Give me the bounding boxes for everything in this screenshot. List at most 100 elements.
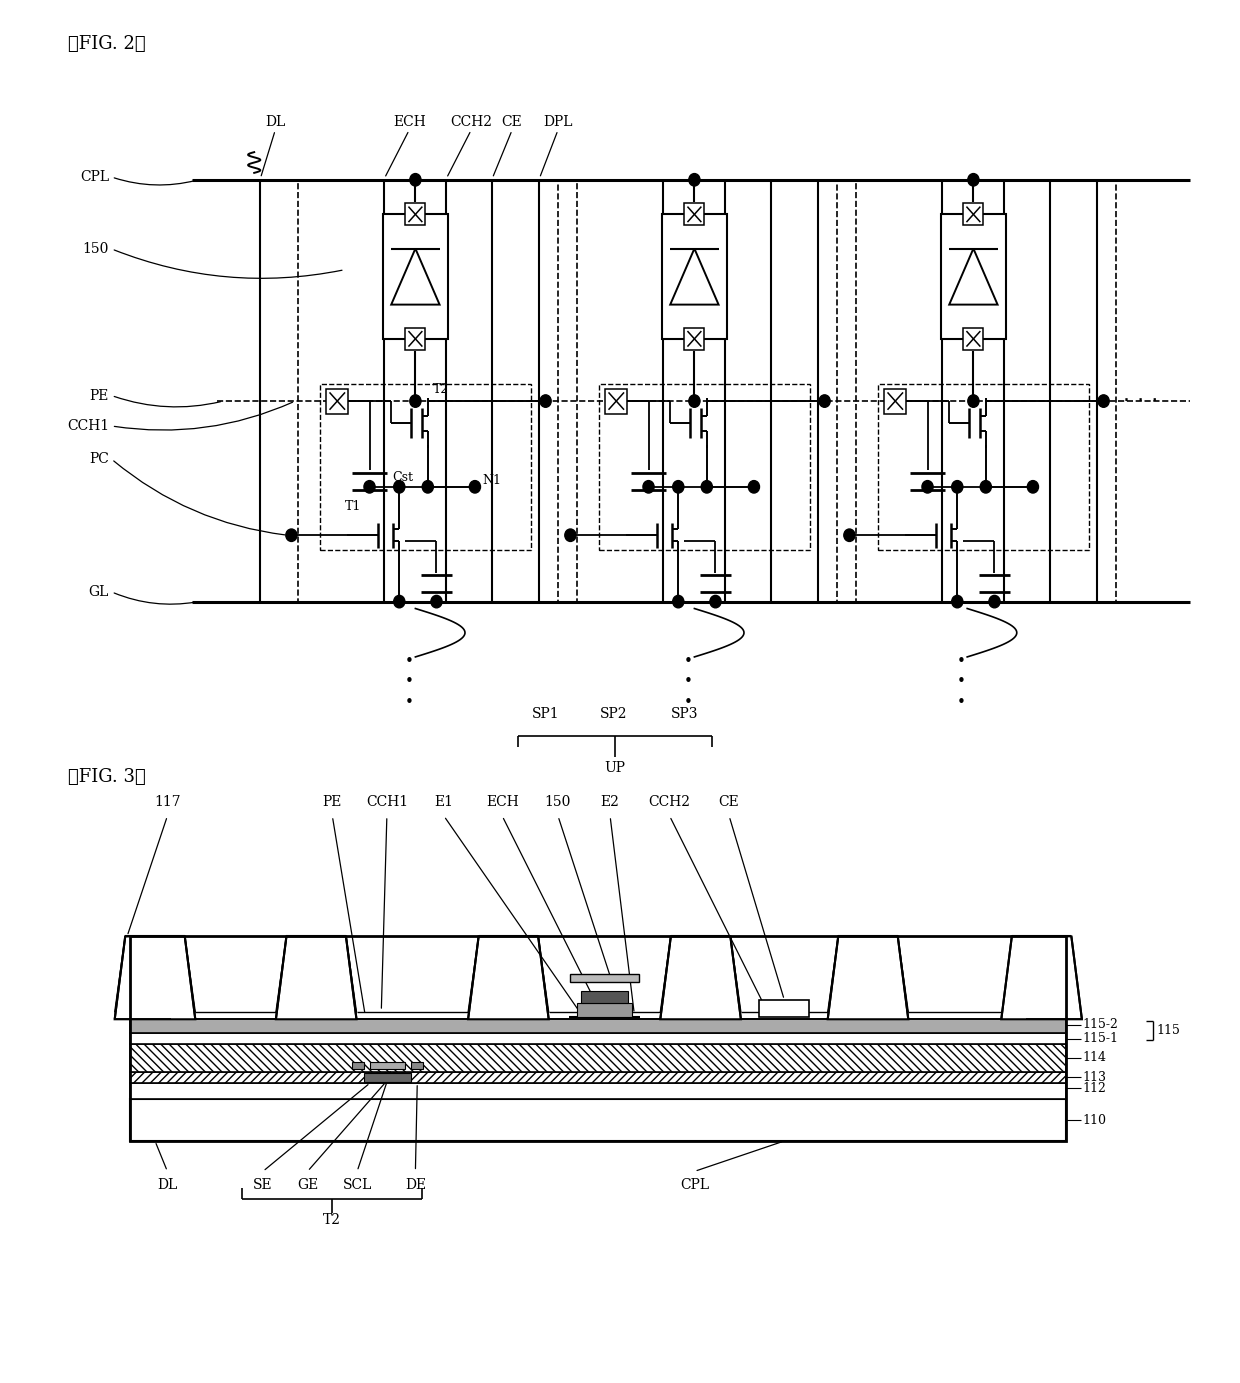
Polygon shape xyxy=(467,936,549,1019)
Bar xyxy=(884,389,906,414)
Text: ECH: ECH xyxy=(393,115,425,129)
Bar xyxy=(130,936,1066,1141)
Circle shape xyxy=(285,530,298,541)
Text: •: • xyxy=(404,696,414,709)
Text: · · ·: · · · xyxy=(1123,391,1158,411)
Circle shape xyxy=(672,595,684,609)
Circle shape xyxy=(409,173,420,187)
Bar xyxy=(130,1072,1066,1083)
Text: 112: 112 xyxy=(1083,1082,1106,1095)
Text: SP2: SP2 xyxy=(600,707,627,721)
Text: •: • xyxy=(956,696,966,709)
Text: •: • xyxy=(956,654,966,668)
Polygon shape xyxy=(660,936,740,1019)
Text: N1: N1 xyxy=(482,474,501,487)
Circle shape xyxy=(469,481,481,494)
Text: 113: 113 xyxy=(1083,1070,1106,1084)
Text: •: • xyxy=(683,654,693,668)
Text: •: • xyxy=(404,654,414,668)
Circle shape xyxy=(748,481,759,494)
Text: SCL: SCL xyxy=(342,1178,372,1192)
Circle shape xyxy=(967,396,980,407)
Text: 117: 117 xyxy=(154,795,181,809)
Circle shape xyxy=(980,481,992,494)
Circle shape xyxy=(365,481,374,494)
Text: SE: SE xyxy=(253,1178,273,1192)
Bar xyxy=(365,1073,410,1082)
Bar xyxy=(580,990,629,1003)
Text: GE: GE xyxy=(296,1178,319,1192)
Text: •: • xyxy=(683,675,693,689)
Bar xyxy=(759,1000,808,1017)
Text: GL: GL xyxy=(89,585,109,599)
Circle shape xyxy=(422,481,434,494)
Polygon shape xyxy=(828,936,908,1019)
Text: Cst: Cst xyxy=(392,472,413,484)
Text: CE: CE xyxy=(719,795,739,809)
Circle shape xyxy=(951,595,962,609)
Text: PC: PC xyxy=(89,452,109,466)
Bar xyxy=(963,328,983,350)
Text: 150: 150 xyxy=(544,795,572,809)
Circle shape xyxy=(921,481,934,494)
Circle shape xyxy=(642,481,655,494)
Bar xyxy=(878,384,1089,550)
Text: CCH1: CCH1 xyxy=(366,795,408,809)
Text: SP1: SP1 xyxy=(532,707,559,721)
Text: •: • xyxy=(683,696,693,709)
Bar xyxy=(298,180,558,602)
Text: 』FIG. 2』: 』FIG. 2』 xyxy=(68,35,146,53)
Circle shape xyxy=(409,396,420,407)
Bar xyxy=(320,384,531,550)
Text: CPL: CPL xyxy=(81,170,109,184)
Circle shape xyxy=(711,595,722,609)
Text: E1: E1 xyxy=(434,795,454,809)
Bar xyxy=(605,389,627,414)
Text: CCH1: CCH1 xyxy=(67,419,109,433)
Bar xyxy=(599,384,810,550)
Bar xyxy=(856,180,1116,602)
Polygon shape xyxy=(114,936,196,1019)
Text: SP3: SP3 xyxy=(671,707,698,721)
Text: 110: 110 xyxy=(1083,1113,1106,1127)
Text: T2: T2 xyxy=(433,383,449,396)
Bar xyxy=(130,1083,1066,1099)
Bar xyxy=(405,328,425,350)
Text: 115: 115 xyxy=(1157,1023,1180,1037)
Circle shape xyxy=(564,530,575,541)
Text: T1: T1 xyxy=(345,501,361,513)
Bar xyxy=(130,1019,1066,1033)
Text: CPL: CPL xyxy=(680,1178,709,1192)
Circle shape xyxy=(951,481,962,494)
Bar xyxy=(130,1033,1066,1044)
Text: DPL: DPL xyxy=(543,115,573,129)
Circle shape xyxy=(967,173,980,187)
Bar xyxy=(684,203,704,225)
Bar xyxy=(963,203,983,225)
Text: 115-2: 115-2 xyxy=(1083,1018,1118,1032)
Bar xyxy=(570,974,639,982)
Bar xyxy=(662,214,727,339)
Polygon shape xyxy=(275,936,357,1019)
Text: ECH: ECH xyxy=(486,795,518,809)
Text: CE: CE xyxy=(502,115,522,129)
Text: DL: DL xyxy=(265,115,285,129)
Text: 115-1: 115-1 xyxy=(1083,1032,1118,1046)
Bar xyxy=(941,214,1006,339)
Circle shape xyxy=(394,481,405,494)
Text: PE: PE xyxy=(322,795,342,809)
Text: DL: DL xyxy=(157,1178,177,1192)
Bar xyxy=(577,1003,632,1017)
Text: DE: DE xyxy=(404,1178,427,1192)
Bar xyxy=(130,1044,1066,1072)
Bar xyxy=(684,328,704,350)
Circle shape xyxy=(689,396,701,407)
Bar xyxy=(326,389,348,414)
Text: T2: T2 xyxy=(322,1213,341,1227)
Bar xyxy=(130,1099,1066,1141)
Circle shape xyxy=(702,481,713,494)
Text: 114: 114 xyxy=(1083,1051,1106,1065)
Circle shape xyxy=(818,396,831,407)
Text: E2: E2 xyxy=(600,795,620,809)
Circle shape xyxy=(1027,481,1038,494)
